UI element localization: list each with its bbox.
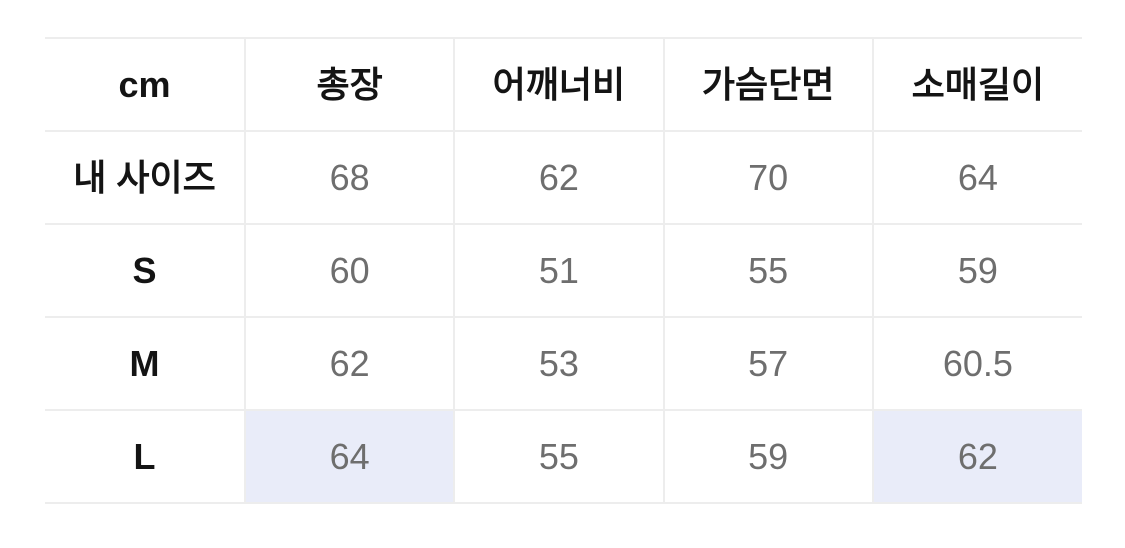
column-header-sleeve-length: 소매길이	[871, 37, 1082, 132]
row-label: M	[45, 316, 245, 411]
column-header-chest-width: 가슴단면	[662, 37, 873, 132]
table-row-l: L 64 55 59 62	[45, 409, 1082, 504]
size-value-cell: 70	[662, 130, 873, 225]
size-value-cell: 55	[453, 409, 664, 504]
size-value-cell: 59	[662, 409, 873, 504]
size-value-cell: 62	[243, 316, 455, 411]
row-label: 내 사이즈	[45, 130, 245, 225]
size-value-cell-highlighted: 64	[243, 409, 455, 504]
size-value-cell: 53	[453, 316, 664, 411]
size-value-cell: 64	[871, 130, 1082, 225]
size-value-cell: 62	[453, 130, 664, 225]
size-value-cell: 57	[662, 316, 873, 411]
row-label: L	[45, 409, 245, 504]
size-value-cell: 60	[243, 223, 455, 318]
table-row-m: M 62 53 57 60.5	[45, 316, 1082, 411]
table-row-s: S 60 51 55 59	[45, 223, 1082, 318]
header-row: cm 총장 어깨너비 가슴단면 소매길이	[45, 37, 1082, 132]
size-value-cell: 60.5	[871, 316, 1082, 411]
size-value-cell: 68	[243, 130, 455, 225]
size-value-cell: 55	[662, 223, 873, 318]
size-chart-table: cm 총장 어깨너비 가슴단면 소매길이 내 사이즈 68 62 70 64 S…	[45, 37, 1082, 504]
size-value-cell-highlighted: 62	[871, 409, 1082, 504]
column-header-total-length: 총장	[243, 37, 455, 132]
row-label: S	[45, 223, 245, 318]
column-header-unit: cm	[45, 37, 245, 132]
table-row-my-size: 내 사이즈 68 62 70 64	[45, 130, 1082, 225]
size-value-cell: 59	[871, 223, 1082, 318]
column-header-shoulder-width: 어깨너비	[453, 37, 664, 132]
size-value-cell: 51	[453, 223, 664, 318]
